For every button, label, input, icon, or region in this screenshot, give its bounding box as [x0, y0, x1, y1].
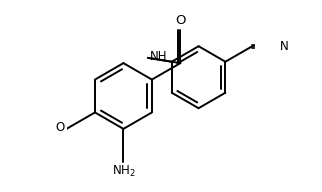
- Text: O: O: [175, 14, 185, 27]
- Text: NH$_2$: NH$_2$: [111, 164, 135, 179]
- Text: O: O: [56, 121, 65, 134]
- Text: NH: NH: [150, 50, 168, 63]
- Text: N: N: [280, 40, 289, 53]
